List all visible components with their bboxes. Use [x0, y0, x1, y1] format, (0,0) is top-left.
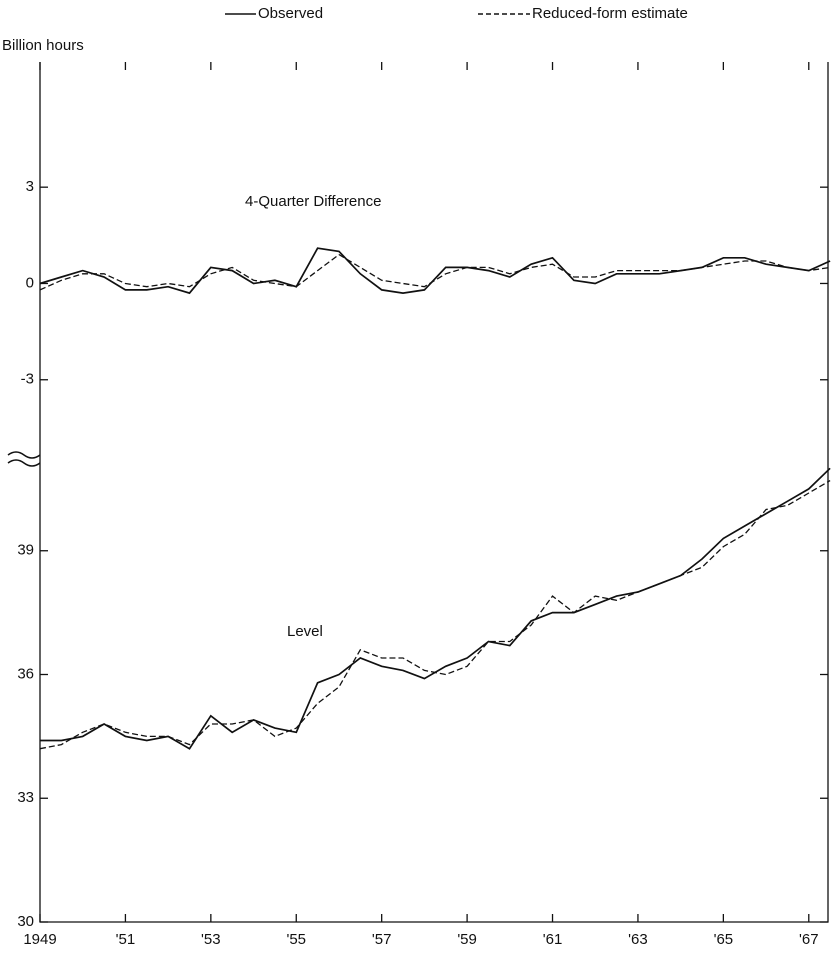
- annotation: 4-Quarter Difference: [245, 193, 381, 210]
- legend-label: Reduced-form estimate: [532, 5, 688, 22]
- y-tick-label: 39: [17, 542, 34, 559]
- data-line: [39, 247, 831, 295]
- y-tick-label: 3: [26, 178, 34, 195]
- annotation: Level: [287, 623, 323, 640]
- y-axis-label: Billion hours: [2, 37, 84, 54]
- y-tick-label: 0: [26, 274, 34, 291]
- x-tick-label: '53: [201, 931, 221, 948]
- axis-break: [7, 451, 41, 467]
- y-tick-label: 36: [17, 665, 34, 682]
- x-tick-label: '51: [116, 931, 136, 948]
- data-line: [40, 467, 831, 750]
- data-line: [39, 253, 831, 291]
- x-tick-label: '65: [714, 931, 734, 948]
- x-tick-label: '57: [372, 931, 392, 948]
- x-tick-label: 1949: [23, 931, 56, 948]
- y-tick-label: -3: [21, 371, 34, 388]
- y-tick-label: 30: [17, 913, 34, 930]
- legend-label: Observed: [258, 5, 323, 22]
- data-line: [39, 480, 831, 750]
- y-tick-label: 33: [17, 789, 34, 806]
- x-tick-label: '59: [457, 931, 477, 948]
- plot-frame: [39, 62, 829, 923]
- x-tick-label: '63: [628, 931, 648, 948]
- x-tick-label: '61: [543, 931, 563, 948]
- x-tick-label: '55: [286, 931, 306, 948]
- x-tick-label: '67: [799, 931, 819, 948]
